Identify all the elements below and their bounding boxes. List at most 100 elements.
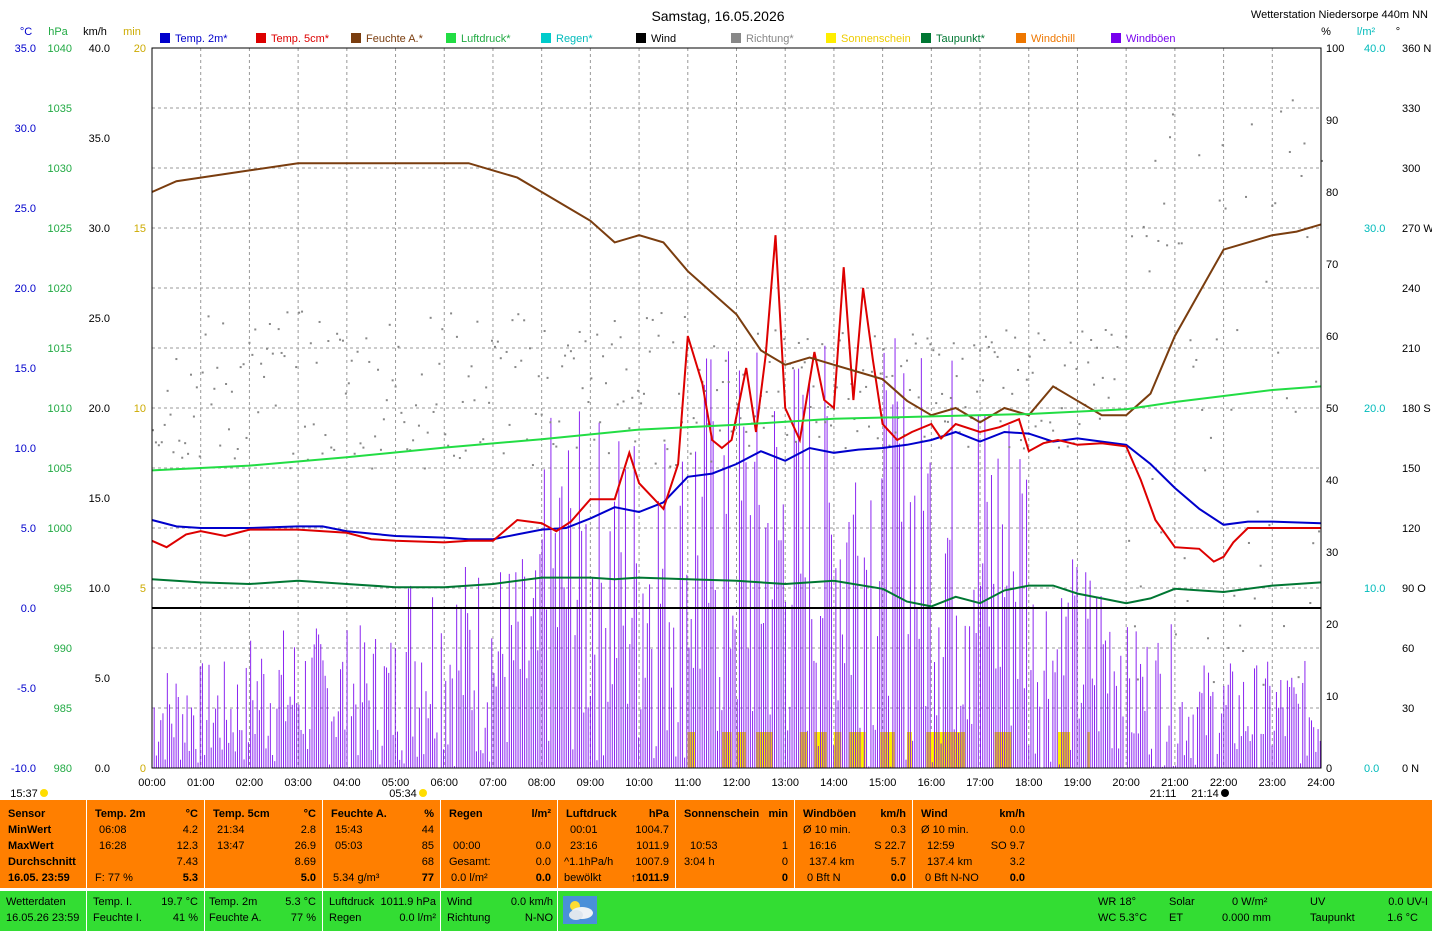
row-current: 16.05. 23:59 (8, 872, 70, 884)
sun-tick: 5 (140, 583, 146, 595)
direction-dot (900, 365, 903, 368)
direction-dot (195, 386, 198, 389)
temp-unit: °C (20, 26, 32, 38)
col-regen: Regen l/m² 00:00 0.0 Gesamt: 0.0 0.0 l/m² 0.… (441, 800, 558, 888)
direction-dot (578, 330, 581, 333)
direction-dot (239, 366, 242, 369)
direction-dot (742, 373, 745, 376)
x-tick: 20:00 (1112, 777, 1140, 789)
direction-dot (406, 448, 409, 451)
direction-dot (859, 390, 862, 393)
x-tick: 03:00 (284, 777, 312, 789)
direction-dot (663, 439, 666, 442)
direction-dot (543, 330, 546, 333)
direction-dot (792, 367, 795, 370)
footer-wind: Wind 0.0 km/h Richtung N-NO (441, 891, 558, 931)
direction-dot (321, 452, 324, 455)
direction-dot (1285, 397, 1288, 400)
direction-dot (371, 467, 374, 470)
direction-dot (254, 328, 257, 331)
direction-dot (1271, 204, 1274, 207)
direction-dot (488, 401, 491, 404)
direction-dot (1297, 676, 1300, 679)
direction-dot (1250, 123, 1253, 126)
direction-dot (1095, 346, 1098, 349)
direction-dot (1075, 367, 1078, 370)
pressure-tick: 985 (54, 703, 72, 715)
plot-frame (151, 47, 1322, 769)
direction-dot (423, 467, 426, 470)
direction-dot (651, 318, 654, 321)
direction-dot (420, 373, 423, 376)
legend-label: Luftdruck* (461, 33, 511, 45)
pressure-tick: 990 (54, 643, 72, 655)
temp-tick: 0.0 (21, 603, 36, 615)
direction-dot (1087, 361, 1090, 364)
wind-tick: 10.0 (89, 583, 110, 595)
direction-dot (1011, 392, 1014, 395)
direction-dot (391, 379, 394, 382)
direction-dot (1283, 625, 1286, 628)
direction-dot (1142, 225, 1145, 228)
direction-dot (417, 424, 420, 427)
direction-dot (1133, 625, 1136, 628)
direction-dot (1277, 351, 1280, 354)
direction-dot (812, 385, 815, 388)
temp-tick: 25.0 (15, 203, 36, 215)
direction-dot (1215, 338, 1218, 341)
direction-dot (870, 370, 873, 373)
direction-dot (672, 341, 675, 344)
direction-dot (450, 312, 453, 315)
direction-dot (1160, 531, 1163, 534)
direction-dot (1148, 270, 1151, 273)
direction-dot (1157, 239, 1160, 242)
direction-dot (1017, 368, 1020, 371)
temp-tick: 20.0 (15, 283, 36, 295)
direction-dot (225, 383, 228, 386)
direction-dot (473, 399, 476, 402)
direction-dot (1174, 633, 1177, 636)
x-tick: 21:00 (1161, 777, 1189, 789)
direction-dots (152, 99, 1323, 686)
direction-dot (1227, 646, 1230, 649)
direction-tick: 330 (1402, 103, 1420, 115)
direction-dot (590, 377, 593, 380)
current-data-footer: Wetterdaten 16.05.26 23:59 Temp. I. 19.7 … (0, 891, 1432, 931)
col-sensor: Sensor MinWert MaxWert Durchschnitt 16.0… (0, 800, 87, 888)
direction-dot (984, 335, 987, 338)
legend-label: Regen* (556, 33, 593, 45)
direction-dot (1025, 378, 1028, 381)
direction-dot (441, 328, 444, 331)
direction-dot (844, 447, 847, 450)
direction-dot (675, 464, 678, 467)
direction-dot (1019, 439, 1022, 442)
gust-bars (151, 338, 1321, 768)
direction-dot (777, 390, 780, 393)
direction-dot (911, 333, 914, 336)
direction-dot (1242, 650, 1245, 653)
direction-dot (809, 406, 812, 409)
direction-dot (1022, 447, 1025, 450)
direction-dot (593, 438, 596, 441)
direction-dot (634, 440, 637, 443)
legend: Temp. 2m* Temp. 5cm* Feuchte A.* Luftdruck*… (160, 33, 1176, 45)
direction-tick: 270 W (1402, 223, 1432, 235)
markers: 05:34 15:37 21:11 21:14 (10, 788, 1229, 800)
direction-dot (496, 340, 499, 343)
direction-dot (625, 368, 628, 371)
direction-dot (493, 345, 496, 348)
direction-dot (505, 350, 508, 353)
direction-dot (166, 389, 169, 392)
grid (152, 48, 1321, 768)
direction-dot (584, 340, 587, 343)
sunrise-time: 05:34 (389, 788, 417, 800)
direction-dot (1166, 244, 1169, 247)
direction-dot (1180, 242, 1183, 245)
direction-dot (1318, 530, 1321, 533)
direction-tick: 30 (1402, 703, 1414, 715)
direction-dot (1212, 681, 1215, 684)
sun-tick: 10 (134, 403, 146, 415)
moon-icon (1221, 789, 1229, 797)
direction-dot (946, 420, 949, 423)
direction-dot (485, 386, 488, 389)
